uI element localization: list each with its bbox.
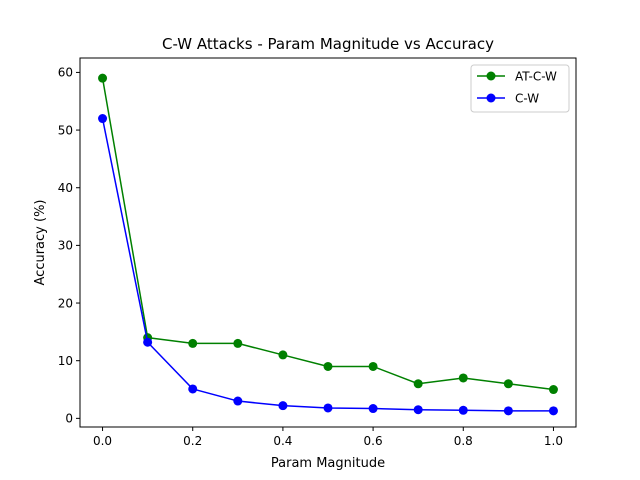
y-tick-label: 0 xyxy=(65,412,73,426)
y-tick-label: 10 xyxy=(58,354,73,368)
series-layer xyxy=(98,73,558,416)
data-point-c-w xyxy=(458,405,468,415)
plot-frame xyxy=(79,57,577,428)
data-point-c-w xyxy=(548,406,558,416)
chart-title: C-W Attacks - Param Magnitude vs Accurac… xyxy=(162,35,494,53)
data-point-at-c-w xyxy=(503,379,513,389)
data-point-c-w xyxy=(278,401,288,411)
data-point-at-c-w xyxy=(368,361,378,371)
y-axis: 0 10 20 30 40 50 60 xyxy=(58,66,80,426)
y-tick-label: 20 xyxy=(58,296,73,310)
data-point-c-w xyxy=(188,384,198,394)
data-point-at-c-w xyxy=(548,385,558,395)
data-point-c-w xyxy=(143,337,153,347)
x-tick-label: 0.4 xyxy=(273,434,292,448)
data-point-c-w xyxy=(413,405,423,415)
data-point-at-c-w xyxy=(278,350,288,360)
x-axis-label: Param Magnitude xyxy=(271,456,385,471)
data-point-c-w xyxy=(323,403,333,413)
x-tick-label: 1.0 xyxy=(544,434,563,448)
data-point-c-w xyxy=(503,406,513,416)
x-tick-label: 0.8 xyxy=(454,434,473,448)
y-tick-label: 30 xyxy=(58,239,73,253)
data-point-c-w xyxy=(98,114,108,124)
legend: AT-C-W C-W xyxy=(470,64,570,113)
data-point-at-c-w xyxy=(233,338,243,348)
y-tick-label: 60 xyxy=(58,66,73,80)
x-axis: 0.0 0.2 0.4 0.6 0.8 1.0 xyxy=(93,427,563,448)
data-point-at-c-w xyxy=(188,338,198,348)
legend-label-at-c-w: AT-C-W xyxy=(515,70,557,84)
y-tick-label: 50 xyxy=(58,123,73,137)
x-tick-label: 0.6 xyxy=(364,434,383,448)
data-point-c-w xyxy=(368,404,378,414)
data-point-at-c-w xyxy=(323,361,333,371)
x-tick-label: 0.2 xyxy=(183,434,202,448)
data-point-at-c-w xyxy=(458,373,468,383)
y-tick-label: 40 xyxy=(58,181,73,195)
legend-label-c-w: C-W xyxy=(515,92,539,106)
data-point-at-c-w xyxy=(413,379,423,389)
y-axis-label: Accuracy (%) xyxy=(33,200,48,286)
data-point-c-w xyxy=(233,396,243,406)
x-tick-label: 0.0 xyxy=(93,434,112,448)
data-point-at-c-w xyxy=(98,73,108,83)
legend-marker-at-c-w xyxy=(486,71,496,81)
legend-marker-c-w xyxy=(486,93,496,103)
plot-area xyxy=(79,57,577,428)
